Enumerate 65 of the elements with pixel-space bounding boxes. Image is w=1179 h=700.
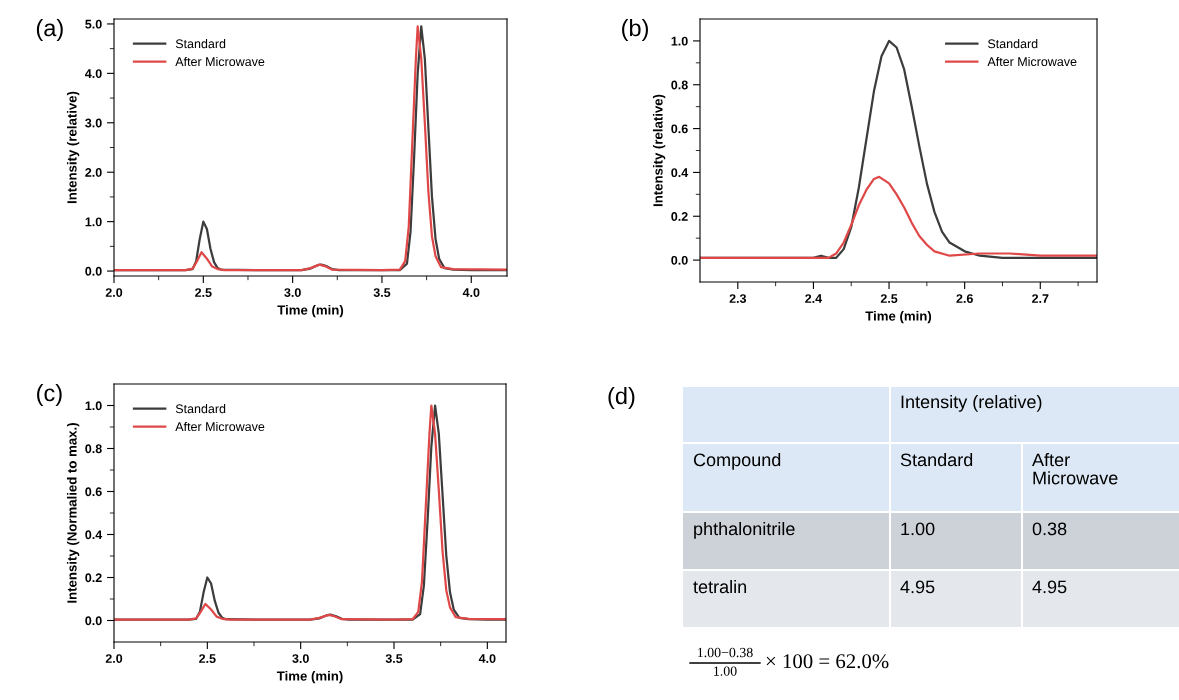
y-tick-label: 2.0	[85, 168, 102, 177]
y-tick-label: 5.0	[85, 19, 102, 29]
y-tick-label: 0.8	[85, 444, 102, 454]
x-tick-label: 3.5	[385, 654, 403, 663]
x-tick-label: 2.5	[199, 654, 216, 663]
line-series	[700, 175, 1097, 259]
text: 1.00	[714, 666, 737, 676]
legend-label: After Microwave	[987, 56, 1077, 67]
y-tick-label: 0.6	[671, 124, 688, 134]
line-series	[114, 404, 506, 621]
y-tick-label: 3.0	[85, 118, 102, 128]
text: 0.38	[1032, 522, 1067, 536]
y-tick-label: 1.0	[85, 401, 102, 411]
legend-label: Standard	[175, 39, 226, 49]
text: 4.95	[1032, 580, 1067, 594]
y-tick-label: 0.4	[671, 168, 689, 178]
x-tick-label: 3.5	[373, 288, 391, 297]
x-tick-label: 2.5	[195, 288, 212, 297]
y-tick-label: 4.0	[85, 69, 102, 79]
y-axis-title: Intensity (relative)	[66, 91, 80, 204]
legend-label: After Microwave	[175, 56, 265, 67]
text: (d)	[608, 387, 635, 409]
chart-title: (b)	[622, 19, 648, 41]
x-tick-label: 3.0	[284, 288, 301, 297]
category-label: Compound	[693, 453, 781, 470]
category-label: Standard	[900, 453, 973, 467]
y-axis-title: Intensity (relative)	[652, 94, 666, 207]
x-tick-label: 2.6	[956, 294, 973, 303]
x-axis-title: Time (min)	[276, 671, 343, 684]
x-tick-label: 2.0	[105, 288, 123, 297]
x-tick-label: 2.0	[105, 654, 123, 663]
line-series	[114, 25, 507, 272]
category-label: tetralin	[693, 580, 747, 594]
y-tick-label: 1.0	[671, 36, 688, 46]
text: Intensity (relative)	[901, 395, 1042, 412]
x-tick-label: 4.0	[462, 288, 480, 297]
y-tick-label: 0.2	[671, 212, 688, 221]
y-tick-label: 0.6	[85, 487, 102, 497]
x-tick-label: 3.0	[292, 654, 309, 663]
x-tick-label: 4.0	[478, 654, 496, 663]
legend-label: After Microwave	[175, 421, 265, 432]
x-axis-title: Time (min)	[277, 305, 344, 318]
y-tick-label: 0.0	[85, 616, 102, 626]
text: × 100 = 62.0%	[766, 654, 889, 669]
y-tick-label: 1.0	[85, 217, 102, 227]
x-tick-label: 2.4	[805, 294, 823, 303]
legend-label: Standard	[175, 404, 226, 414]
y-tick-label: 0.8	[671, 80, 688, 90]
y-tick-label: 0.2	[85, 573, 102, 583]
chart-title: (a)	[36, 19, 63, 41]
legend-label: Standard	[987, 39, 1038, 49]
y-tick-label: 0.0	[671, 255, 688, 265]
x-tick-label: 2.5	[880, 294, 898, 303]
chart-title: (c)	[37, 384, 62, 406]
y-tick-label: 0.4	[85, 530, 103, 540]
text: 1.00−0.38	[698, 647, 753, 658]
x-tick-label: 2.7	[1032, 294, 1049, 303]
x-axis-title: Time (min)	[865, 311, 932, 324]
category-label: phthalonitrile	[694, 522, 795, 539]
text: 4.95	[900, 580, 935, 594]
category-label: After Microwave	[1032, 453, 1118, 485]
y-axis-title: Intensity (Normalied to max.)	[66, 423, 80, 603]
x-tick-label: 2.3	[729, 294, 747, 303]
y-tick-label: 0.0	[85, 266, 102, 276]
text: 1.00	[901, 522, 935, 536]
